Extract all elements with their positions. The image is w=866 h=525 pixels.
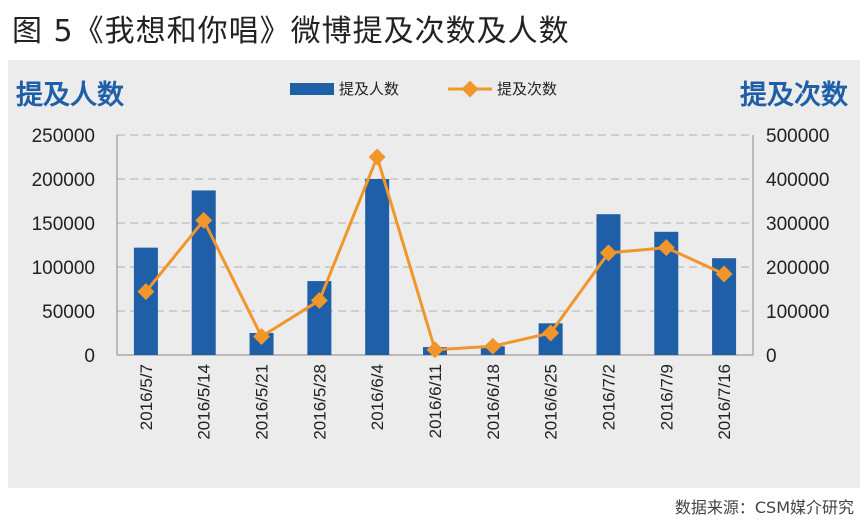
left-tick-label: 50000 (42, 302, 95, 323)
x-tick-label: 2016/7/9 (657, 364, 676, 430)
legend-line-marker (461, 80, 479, 98)
line-point (715, 265, 733, 283)
line-point (195, 211, 213, 229)
line-point (253, 328, 271, 346)
right-tick-label: 500000 (766, 126, 829, 147)
x-tick-label: 2016/6/4 (368, 364, 387, 430)
legend-bar-swatch (290, 83, 334, 95)
left-tick-label: 100000 (32, 258, 95, 279)
left-tick-label: 250000 (32, 126, 95, 147)
left-tick-label: 0 (84, 346, 95, 367)
x-tick-label: 2016/6/11 (426, 364, 445, 438)
left-tick-label: 150000 (32, 214, 95, 235)
line-point (542, 324, 560, 342)
x-tick-label: 2016/7/16 (715, 364, 734, 440)
line-point (137, 283, 155, 301)
x-tick-label: 2016/5/28 (310, 364, 329, 440)
x-tick-label: 2016/5/7 (137, 364, 156, 430)
line-point (368, 148, 386, 166)
line-point (484, 337, 502, 355)
line-point (310, 291, 328, 309)
line-point (599, 244, 617, 262)
line-point (657, 239, 675, 257)
left-tick-label: 200000 (32, 170, 95, 191)
source-note: 数据来源：CSM媒介研究 (674, 498, 854, 517)
line-series (144, 155, 725, 352)
right-tick-label: 400000 (766, 170, 829, 191)
right-tick-label: 300000 (766, 214, 829, 235)
x-tick-label: 2016/5/14 (195, 364, 214, 440)
right-tick-label: 100000 (766, 302, 829, 323)
right-tick-label: 0 (766, 346, 777, 367)
x-tick-label: 2016/5/21 (253, 364, 272, 440)
x-tick-label: 2016/6/25 (542, 364, 561, 440)
bar (365, 179, 390, 355)
left-axis-title: 提及人数 (16, 80, 125, 110)
figure-title: 图 5《我想和你唱》微博提及次数及人数 (12, 14, 570, 49)
legend-line-label: 提及次数 (497, 81, 557, 98)
legend-bar-label: 提及人数 (339, 81, 399, 98)
line-point (426, 341, 444, 359)
bar (133, 247, 158, 355)
right-axis-title: 提及次数 (740, 80, 849, 110)
x-tick-label: 2016/7/2 (599, 364, 618, 430)
chart-panel: 提及人数 提及次数 提及人数 提及次数 250000 500000 200000 400000… (8, 60, 860, 488)
right-tick-label: 200000 (766, 258, 829, 279)
bar (596, 214, 621, 355)
x-tick-label: 2016/6/18 (484, 364, 503, 440)
